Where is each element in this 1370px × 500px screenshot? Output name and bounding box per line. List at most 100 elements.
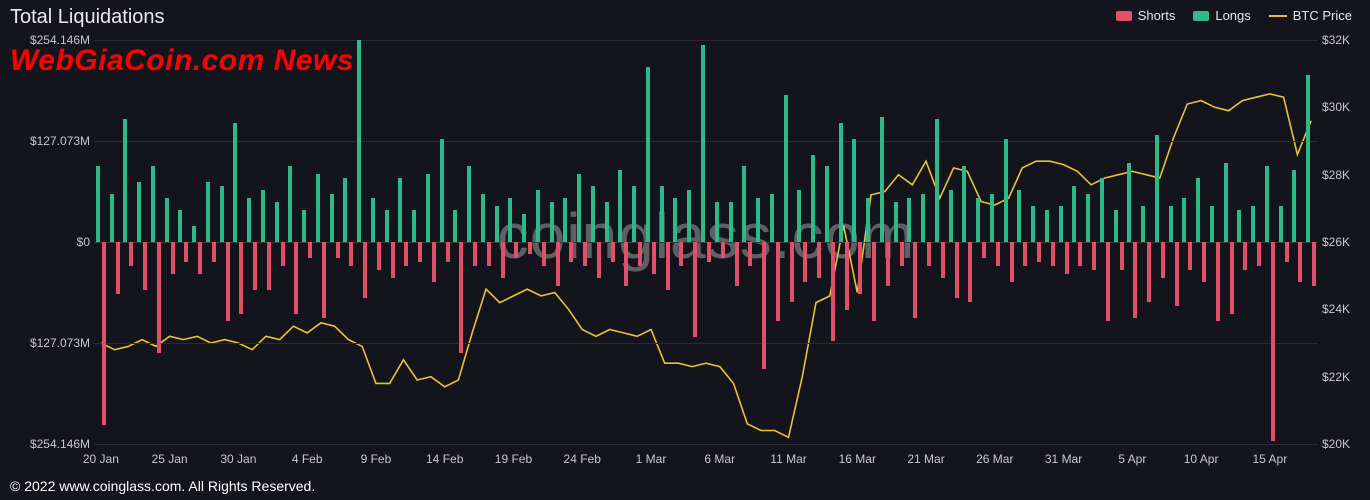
bar-long	[797, 190, 801, 242]
bar-short	[679, 242, 683, 266]
bar-short	[143, 242, 147, 290]
bar-short	[418, 242, 422, 262]
y-axis-label: $26K	[1322, 235, 1350, 249]
bar-short	[1285, 242, 1289, 262]
bar-short	[198, 242, 202, 274]
bar-long	[220, 186, 224, 242]
bar-long	[1017, 190, 1021, 242]
bar-short	[652, 242, 656, 274]
bar-long	[839, 123, 843, 242]
bar-short	[308, 242, 312, 258]
y-axis-label: $24K	[1322, 302, 1350, 316]
bar-long	[976, 198, 980, 242]
y-axis-label: $20K	[1322, 437, 1350, 451]
x-axis-label: 1 Mar	[636, 452, 667, 466]
x-axis-label: 14 Feb	[426, 452, 463, 466]
bar-short	[762, 242, 766, 369]
bar-long	[1072, 186, 1076, 242]
bar-short	[569, 242, 573, 262]
bar-long	[1306, 75, 1310, 242]
bar-short	[514, 242, 518, 258]
bar-short	[404, 242, 408, 266]
legend-item-btc: BTC Price	[1269, 8, 1352, 23]
bar-long	[1292, 170, 1296, 242]
bar-long	[151, 166, 155, 242]
bar-short	[501, 242, 505, 278]
bar-long	[729, 202, 733, 242]
bar-short	[1257, 242, 1261, 266]
bar-long	[110, 194, 114, 242]
bar-short	[253, 242, 257, 290]
bar-short	[831, 242, 835, 341]
bar-long	[261, 190, 265, 242]
bar-long	[522, 214, 526, 242]
bar-short	[872, 242, 876, 321]
y-axis-label: $127.073M	[30, 336, 90, 350]
x-axis-label: 24 Feb	[564, 452, 601, 466]
bar-short	[487, 242, 491, 266]
bar-long	[426, 174, 430, 242]
bar-short	[459, 242, 463, 353]
bar-short	[583, 242, 587, 266]
legend-label: BTC Price	[1293, 8, 1352, 23]
legend-label: Shorts	[1138, 8, 1176, 23]
x-axis-label: 21 Mar	[907, 452, 944, 466]
x-axis-label: 16 Mar	[839, 452, 876, 466]
bar-long	[784, 95, 788, 242]
bar-short	[817, 242, 821, 278]
x-axis-label: 15 Apr	[1253, 452, 1288, 466]
y-axis-label: $32K	[1322, 33, 1350, 47]
bar-long	[385, 210, 389, 242]
x-axis-label: 10 Apr	[1184, 452, 1219, 466]
x-axis-label: 6 Mar	[704, 452, 735, 466]
bar-long	[371, 198, 375, 242]
legend-label: Longs	[1215, 8, 1250, 23]
bar-short	[1051, 242, 1055, 266]
bar-long	[508, 198, 512, 242]
chart-plot-area: coinglass.com $254.146M$127.073M$0$127.0…	[94, 40, 1318, 444]
y-axis-label: $28K	[1322, 168, 1350, 182]
bar-short	[294, 242, 298, 314]
bar-long	[866, 198, 870, 242]
bar-long	[1182, 198, 1186, 242]
bar-short	[803, 242, 807, 282]
bar-short	[624, 242, 628, 286]
bar-long	[990, 194, 994, 242]
bar-long	[1045, 210, 1049, 242]
bar-short	[1037, 242, 1041, 262]
bar-long	[577, 174, 581, 242]
bar-short	[556, 242, 560, 286]
x-axis-label: 4 Feb	[292, 452, 323, 466]
bar-short	[446, 242, 450, 262]
bar-short	[102, 242, 106, 425]
line-icon	[1269, 15, 1287, 17]
bar-short	[1078, 242, 1082, 266]
bar-long	[536, 190, 540, 242]
bar-long	[962, 166, 966, 242]
bar-long	[178, 210, 182, 242]
bar-short	[1065, 242, 1069, 274]
bar-long	[343, 178, 347, 242]
bar-short	[597, 242, 601, 278]
bar-short	[1120, 242, 1124, 270]
bar-short	[693, 242, 697, 337]
bar-short	[721, 242, 725, 258]
bar-long	[233, 123, 237, 242]
bar-long	[1224, 163, 1228, 242]
bar-short	[913, 242, 917, 318]
bar-short	[226, 242, 230, 321]
bar-long	[811, 155, 815, 242]
bar-long	[1100, 178, 1104, 242]
bar-long	[467, 166, 471, 242]
bar-short	[1312, 242, 1316, 286]
bar-long	[701, 45, 705, 242]
footer-copyright: © 2022 www.coinglass.com. All Rights Res…	[10, 478, 315, 494]
bar-short	[666, 242, 670, 290]
bar-short	[858, 242, 862, 294]
bar-short	[968, 242, 972, 302]
bar-long	[275, 202, 279, 242]
bar-long	[673, 198, 677, 242]
bar-short	[1230, 242, 1234, 314]
square-icon	[1193, 11, 1209, 21]
bar-long	[481, 194, 485, 242]
